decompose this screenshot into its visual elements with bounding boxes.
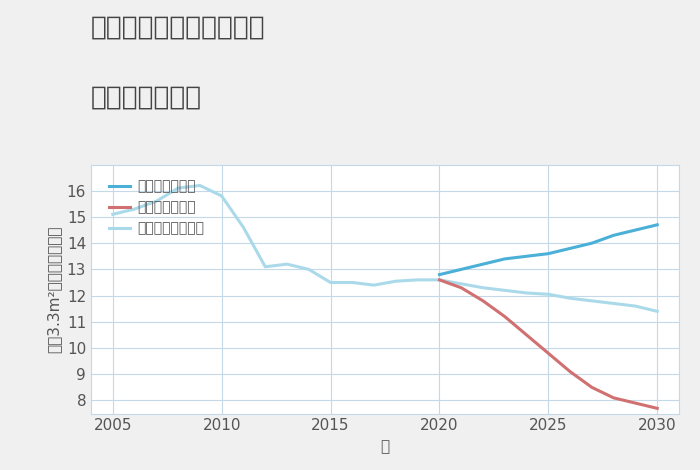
Text: 三重県松阪市西肥留町の: 三重県松阪市西肥留町の <box>91 14 265 40</box>
Legend: グッドシナリオ, バッドシナリオ, ノーマルシナリオ: グッドシナリオ, バッドシナリオ, ノーマルシナリオ <box>104 174 210 241</box>
Text: 土地の価格推移: 土地の価格推移 <box>91 85 202 110</box>
Y-axis label: 坪（3.3m²）単価（万円）: 坪（3.3m²）単価（万円） <box>46 225 61 353</box>
X-axis label: 年: 年 <box>380 439 390 454</box>
